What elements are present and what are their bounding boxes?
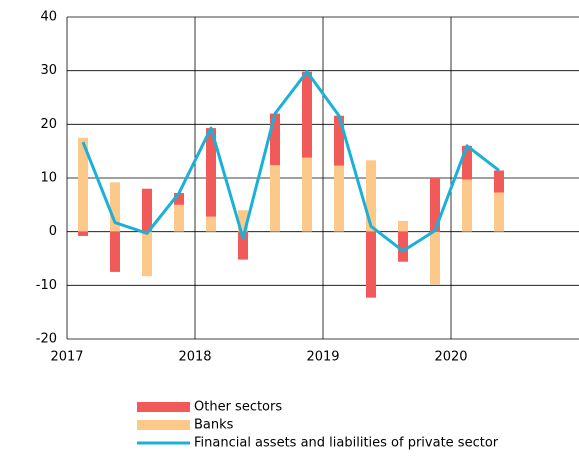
bar [142,231,152,277]
bar [366,160,376,232]
bar [110,231,120,272]
x-tick-label: 2020 [434,350,467,365]
legend-label: Banks [194,418,234,433]
bar [462,179,472,232]
bar [270,113,280,166]
bar [206,216,216,232]
bar [270,165,280,232]
legend-label: Financial assets and liabilities of priv… [194,436,499,451]
y-tick-label: 20 [40,117,57,132]
line [81,70,500,253]
bar [78,137,88,232]
legend-label: Other sectors [194,400,282,415]
y-tick-label: 40 [40,10,57,25]
y-tick-label: 30 [40,63,57,78]
bar [174,193,184,205]
legend-swatch [137,420,190,430]
bar [174,204,184,232]
x-tick-label: 2017 [50,350,83,365]
bar [494,192,504,232]
bar [398,231,408,262]
legend-swatch [137,402,190,412]
bar [302,71,312,158]
bar [430,231,440,285]
y-tick-label: -10 [36,278,57,293]
bar [494,170,504,193]
bar [78,231,88,236]
bar [110,182,120,232]
bar [334,115,344,166]
bar [238,231,248,260]
y-tick-label: 10 [40,171,57,186]
bar [206,128,216,217]
bar [366,231,376,298]
bar [398,220,408,232]
bar [430,178,440,232]
bar [462,145,472,180]
bar [142,188,152,232]
x-tick-label: 2019 [306,350,339,365]
bar [334,165,344,232]
x-tick-label: 2018 [178,350,211,365]
y-tick-label: -20 [36,332,57,347]
y-tick-label: 0 [49,224,57,239]
bar [302,157,312,232]
bar [238,210,248,232]
